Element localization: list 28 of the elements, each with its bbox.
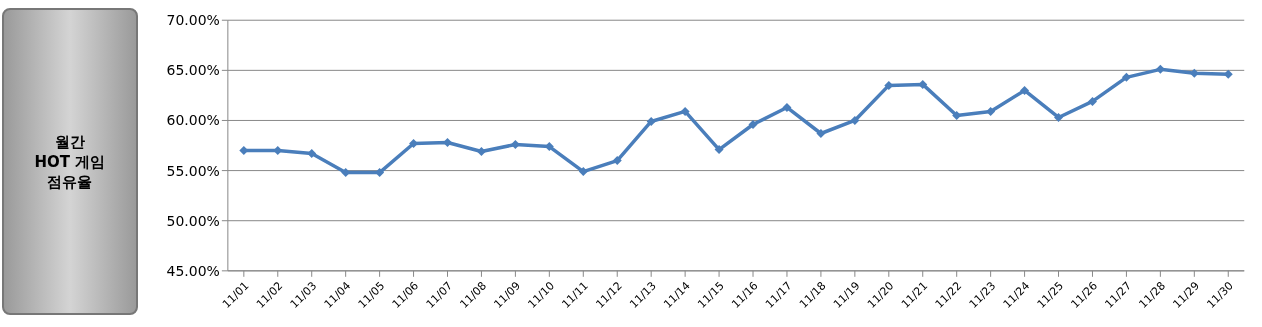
point — [748, 119, 758, 129]
point — [850, 115, 860, 125]
point — [646, 116, 656, 126]
y-tick-label: 55.00% — [166, 162, 220, 179]
point — [307, 149, 316, 159]
point — [816, 129, 826, 138]
point — [340, 168, 350, 178]
point — [1189, 68, 1199, 78]
point — [1121, 72, 1131, 82]
point — [1053, 112, 1063, 122]
point — [680, 106, 690, 116]
y-tick-label: 60.00% — [166, 112, 220, 129]
point — [476, 147, 486, 157]
y-tick-label: 65.00% — [166, 62, 220, 79]
point — [1019, 85, 1029, 95]
point — [510, 140, 520, 150]
point — [408, 139, 418, 149]
point — [612, 156, 622, 166]
point — [714, 145, 724, 155]
point — [1087, 96, 1097, 106]
point — [951, 110, 961, 120]
y-tick-label: 70.00% — [166, 12, 220, 29]
point — [1155, 64, 1165, 74]
point — [782, 102, 792, 112]
text: 월간 HOT 게임 점유율 — [34, 131, 106, 192]
y-tick-label: 50.00% — [166, 212, 220, 229]
y-tick-label: 45.00% — [166, 262, 220, 279]
point — [578, 167, 588, 177]
